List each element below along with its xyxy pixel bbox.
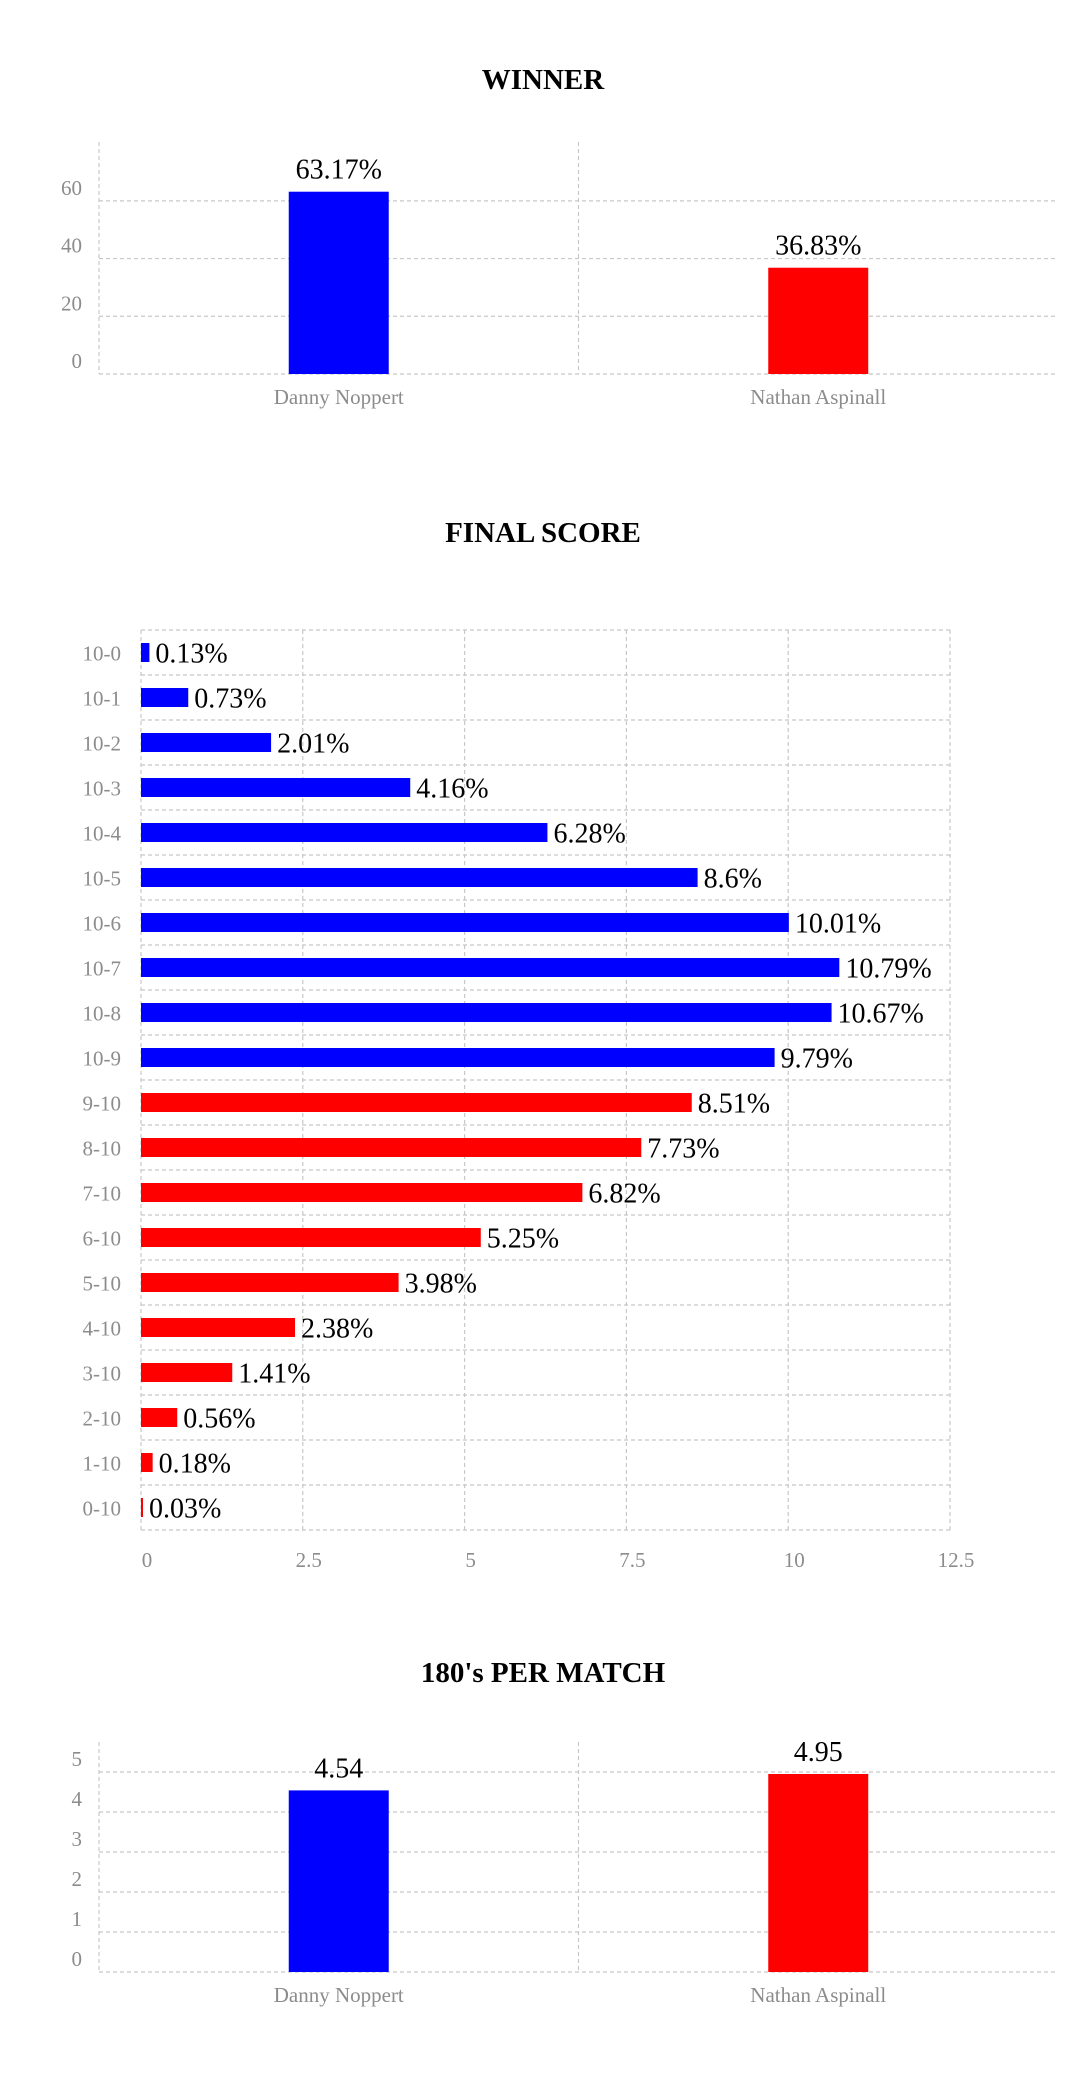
final-score-bar [141, 868, 698, 887]
one-eighties-data-label: 4.95 [794, 1737, 843, 1768]
final-score-chart-title: FINAL SCORE [445, 517, 641, 549]
one-eighties-chart: 0 1 2 3 4 5 4.54 Danny Noppert 4.95 Nathan Aspina… [72, 1737, 1058, 2007]
one-eighties-y-tick-label: 0 [72, 1947, 83, 1971]
final-score-y-tick-label: 0-10 [83, 1497, 122, 1521]
final-score-x-tick-label: 0 [142, 1548, 153, 1572]
winner-data-label: 63.17% [296, 155, 382, 186]
final-score-bar [141, 913, 789, 932]
winner-bar [288, 191, 389, 374]
one-eighties-y-tick-label: 2 [72, 1867, 83, 1891]
final-score-data-label: 8.51% [698, 1089, 770, 1120]
winner-chart-title: WINNER [481, 64, 605, 96]
one-eighties-x-tick-label: Danny Noppert [274, 1983, 404, 2007]
final-score-bar [141, 823, 548, 842]
final-score-bar [141, 1498, 143, 1517]
final-score-data-label: 10.01% [795, 909, 881, 940]
final-score-bar [141, 733, 272, 752]
final-score-bar [141, 688, 189, 707]
final-score-data-label: 5.25% [487, 1224, 559, 1255]
winner-x-tick-label: Danny Noppert [274, 385, 404, 409]
final-score-data-label: 10.67% [838, 999, 924, 1030]
final-score-y-tick-label: 10-9 [83, 1047, 122, 1071]
final-score-y-tick-label: 6-10 [83, 1227, 122, 1251]
final-score-y-tick-label: 2-10 [83, 1407, 122, 1431]
final-score-y-tick-label: 8-10 [83, 1137, 122, 1161]
final-score-y-tick-label: 10-1 [83, 687, 122, 711]
winner-bar [768, 267, 869, 374]
final-score-bar [141, 778, 411, 797]
final-score-y-tick-label: 10-4 [83, 822, 122, 846]
final-score-y-tick-label: 1-10 [83, 1452, 122, 1476]
final-score-bar [141, 958, 840, 977]
final-score-bar [141, 1183, 583, 1202]
final-score-x-tick-label: 5 [465, 1548, 476, 1572]
one-eighties-y-tick-label: 5 [72, 1747, 83, 1771]
final-score-x-tick-label: 2.5 [296, 1548, 322, 1572]
final-score-bar [141, 1228, 481, 1247]
one-eighties-bar [768, 1774, 869, 1972]
final-score-x-tick-label: 7.5 [619, 1548, 645, 1572]
final-score-y-tick-label: 10-7 [83, 957, 122, 981]
final-score-chart: 0 2.5 5 7.5 10 12.5 0.13% 10-0 0.73% 10-1 2.01% 10-… [83, 629, 974, 1572]
one-eighties-y-tick-label: 3 [72, 1827, 83, 1851]
winner-chart: 0 20 40 60 63.17% Danny Noppert 36.83% Nathan A… [61, 142, 1058, 409]
one-eighties-y-tick-label: 1 [72, 1907, 83, 1931]
final-score-y-tick-label: 9-10 [83, 1092, 122, 1116]
final-score-data-label: 0.03% [149, 1494, 221, 1525]
final-score-data-label: 0.18% [159, 1449, 231, 1480]
final-score-data-label: 3.98% [405, 1269, 477, 1300]
final-score-data-label: 6.82% [588, 1179, 660, 1210]
final-score-data-label: 0.56% [183, 1404, 255, 1435]
final-score-y-tick-label: 10-5 [83, 867, 122, 891]
final-score-bar [141, 1318, 296, 1337]
final-score-bar [141, 1093, 692, 1112]
one-eighties-chart-title: 180's PER MATCH [420, 1657, 666, 1689]
winner-x-tick-label: Nathan Aspinall [750, 385, 886, 409]
final-score-bar [141, 1408, 178, 1427]
final-score-data-label: 9.79% [781, 1044, 853, 1075]
final-score-y-tick-label: 4-10 [83, 1317, 122, 1341]
final-score-y-tick-label: 10-8 [83, 1002, 122, 1026]
one-eighties-x-tick-label: Nathan Aspinall [750, 1983, 886, 2007]
winner-data-label: 36.83% [775, 231, 861, 262]
winner-y-tick-label: 20 [61, 291, 82, 315]
final-score-bar [141, 1048, 775, 1067]
final-score-data-label: 6.28% [553, 819, 625, 850]
winner-y-tick-label: 40 [61, 234, 82, 258]
final-score-data-label: 2.01% [277, 729, 349, 760]
final-score-data-label: 1.41% [238, 1359, 310, 1390]
final-score-y-tick-label: 10-3 [83, 777, 122, 801]
final-score-y-tick-label: 10-6 [83, 912, 122, 936]
final-score-data-label: 4.16% [416, 774, 488, 805]
final-score-y-tick-label: 5-10 [83, 1272, 122, 1296]
final-score-bar [141, 1003, 832, 1022]
final-score-data-label: 10.79% [845, 954, 931, 985]
final-score-x-tick-label: 12.5 [938, 1548, 975, 1572]
final-score-bar [141, 1363, 233, 1382]
final-score-y-tick-label: 10-0 [83, 642, 122, 666]
final-score-bar [141, 1138, 642, 1157]
final-score-y-tick-label: 10-2 [83, 732, 122, 756]
winner-y-tick-label: 0 [72, 349, 83, 373]
one-eighties-y-tick-label: 4 [72, 1787, 83, 1811]
final-score-data-label: 0.73% [194, 684, 266, 715]
final-score-data-label: 2.38% [301, 1314, 373, 1345]
final-score-y-tick-label: 7-10 [83, 1182, 122, 1206]
final-score-bar [141, 1273, 399, 1292]
one-eighties-data-label: 4.54 [314, 1753, 363, 1784]
one-eighties-bar [288, 1790, 389, 1972]
winner-y-tick-label: 60 [61, 176, 82, 200]
final-score-bar [141, 1453, 153, 1472]
final-score-data-label: 7.73% [647, 1134, 719, 1165]
final-score-y-tick-label: 3-10 [83, 1362, 122, 1386]
final-score-data-label: 0.13% [155, 639, 227, 670]
final-score-bar [141, 643, 150, 662]
final-score-x-tick-label: 10 [784, 1548, 805, 1572]
final-score-data-label: 8.6% [704, 864, 762, 895]
